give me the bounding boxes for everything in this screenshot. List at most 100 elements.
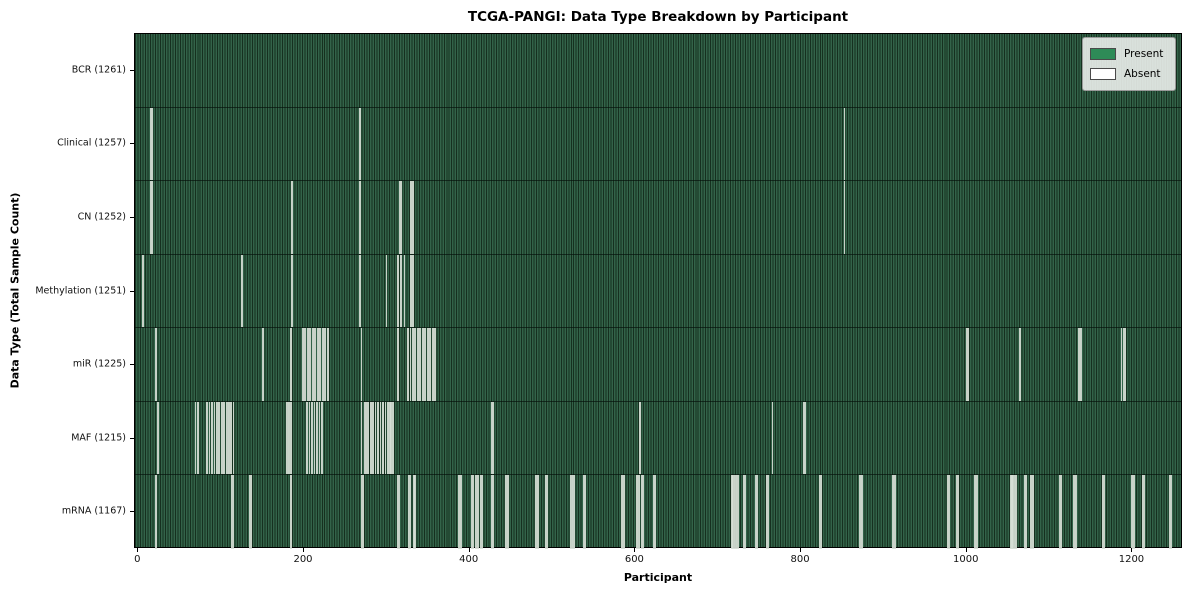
- x-tick-label: 1200: [1118, 554, 1145, 565]
- absent-line: [573, 475, 575, 549]
- absent-line: [398, 181, 401, 254]
- absent-line: [230, 401, 232, 475]
- absent-line: [314, 328, 317, 401]
- absent-line: [388, 401, 391, 475]
- absent-line: [321, 328, 324, 401]
- y-tick-mark: [130, 511, 134, 513]
- absent-line: [149, 107, 152, 181]
- absent-line: [948, 475, 951, 549]
- absent-line: [736, 475, 739, 549]
- absent-line: [474, 475, 477, 549]
- absent-line: [967, 328, 970, 401]
- x-tick-mark: [137, 548, 139, 552]
- absent-line: [1015, 475, 1018, 549]
- absent-line: [481, 475, 484, 549]
- y-tick-mark: [130, 216, 134, 218]
- absent-line: [262, 328, 264, 401]
- absent-line: [1142, 475, 1144, 549]
- absent-line: [359, 107, 361, 181]
- heatmap-row-methylation: [135, 254, 1181, 329]
- absent-line: [409, 475, 412, 549]
- y-tick-mark: [130, 364, 134, 366]
- absent-line: [965, 328, 968, 401]
- absent-line: [414, 475, 417, 549]
- absent-line: [359, 254, 361, 328]
- absent-line: [974, 475, 976, 549]
- absent-line: [804, 401, 807, 475]
- absent-line: [843, 107, 846, 181]
- y-tick-mark: [130, 143, 134, 145]
- absent-line: [1030, 475, 1033, 549]
- x-tick-mark: [800, 548, 802, 552]
- y-tick-label: CN (1252): [77, 211, 126, 223]
- absent-line: [459, 475, 462, 549]
- absent-line: [411, 328, 414, 401]
- y-tick-label: MAF (1215): [71, 432, 126, 444]
- absent-line: [803, 401, 805, 475]
- absent-line: [157, 401, 159, 475]
- x-tick-label: 600: [624, 554, 644, 565]
- absent-line: [490, 475, 493, 549]
- absent-line: [492, 401, 494, 475]
- absent-line: [1009, 475, 1012, 549]
- x-axis-label: Participant: [623, 571, 693, 584]
- absent-line: [621, 475, 623, 549]
- absent-line: [390, 401, 393, 475]
- absent-line: [571, 475, 574, 549]
- absent-line: [733, 475, 736, 549]
- absent-line: [362, 475, 365, 549]
- absent-line: [230, 475, 233, 549]
- absent-swatch-icon: [1090, 68, 1116, 80]
- absent-line: [384, 401, 387, 475]
- absent-line: [360, 401, 363, 475]
- legend-label: Absent: [1124, 68, 1161, 80]
- absent-line: [744, 475, 747, 549]
- absent-line: [1143, 475, 1146, 549]
- absent-line: [755, 475, 757, 549]
- absent-line: [843, 181, 846, 254]
- absent-line: [431, 328, 434, 401]
- y-tick-label: BCR (1261): [71, 64, 126, 76]
- absent-line: [385, 254, 388, 328]
- x-tick-mark: [965, 548, 967, 552]
- absent-line: [249, 475, 251, 549]
- x-tick-label: 0: [134, 554, 141, 565]
- absent-line: [641, 475, 643, 549]
- absent-line: [151, 107, 154, 181]
- plot-area: [134, 33, 1182, 549]
- absent-line: [410, 181, 413, 254]
- absent-line: [424, 328, 427, 401]
- absent-line: [360, 475, 363, 549]
- absent-line: [767, 475, 770, 549]
- absent-line: [377, 401, 379, 475]
- present-swatch-icon: [1090, 48, 1116, 60]
- absent-line: [208, 401, 211, 475]
- absent-line: [1168, 475, 1171, 549]
- absent-line: [1103, 475, 1105, 549]
- absent-line: [311, 401, 313, 475]
- absent-line: [1060, 475, 1062, 549]
- absent-line: [1012, 475, 1014, 549]
- absent-line: [154, 475, 157, 549]
- absent-line: [1123, 328, 1125, 401]
- x-tick-mark: [634, 548, 636, 552]
- absent-line: [492, 475, 494, 549]
- absent-line: [154, 328, 157, 401]
- absent-line: [892, 475, 895, 549]
- absent-line: [397, 254, 399, 328]
- absent-line: [472, 475, 475, 549]
- absent-line: [387, 401, 389, 475]
- absent-line: [290, 328, 293, 401]
- y-tick-mark: [130, 69, 134, 71]
- absent-line: [636, 475, 638, 549]
- absent-line: [1058, 475, 1061, 549]
- absent-line: [414, 328, 417, 401]
- absent-line: [569, 475, 572, 549]
- absent-line: [410, 254, 413, 328]
- absent-line: [1018, 328, 1021, 401]
- absent-line: [583, 475, 585, 549]
- absent-line: [1025, 475, 1028, 549]
- absent-line: [213, 401, 216, 475]
- absent-line: [306, 328, 309, 401]
